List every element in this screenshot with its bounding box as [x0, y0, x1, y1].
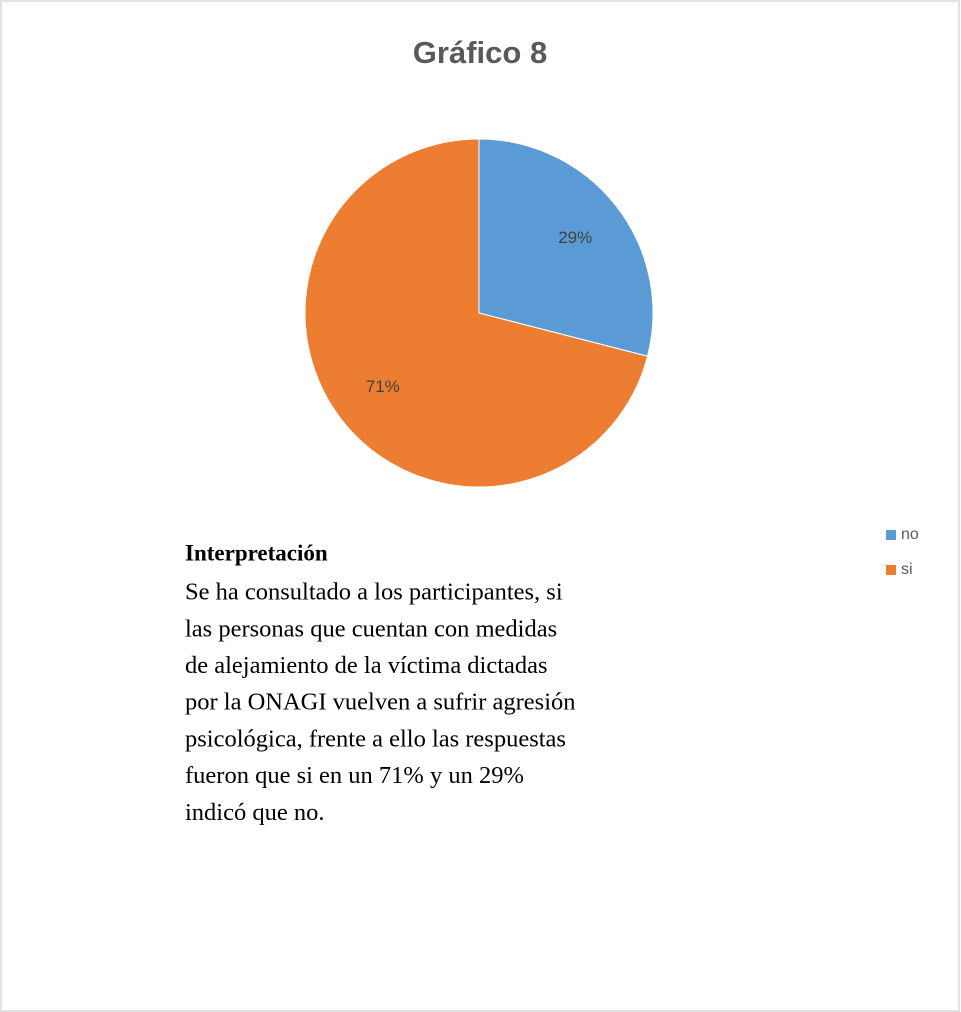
annotation-line: por la ONAGI vuelven a sufrir agresión: [185, 689, 576, 716]
chart-title: Gráfico 8: [413, 35, 547, 70]
legend-swatch: [886, 565, 896, 575]
annotation-line: psicológica, frente a ello las respuesta…: [185, 725, 566, 752]
annotation-line: indicó que no.: [185, 799, 325, 826]
annotation-title: Interpretación: [185, 540, 328, 565]
pie-slice: [478, 138, 654, 357]
annotation-line: de alejamiento de la víctima dictadas: [185, 652, 548, 679]
legend-label: no: [901, 526, 919, 543]
data-label: 29%: [558, 228, 592, 247]
legend-swatch: [886, 530, 896, 540]
annotation-line: fueron que si en un 71% y un 29%: [185, 762, 524, 789]
legend-label: si: [901, 561, 913, 578]
pie-slice: [304, 138, 649, 488]
annotation-line: las personas que cuentan con medidas: [185, 615, 557, 642]
annotation-line: Se ha consultado a los participantes, si: [185, 579, 563, 606]
data-label: 71%: [366, 377, 400, 396]
